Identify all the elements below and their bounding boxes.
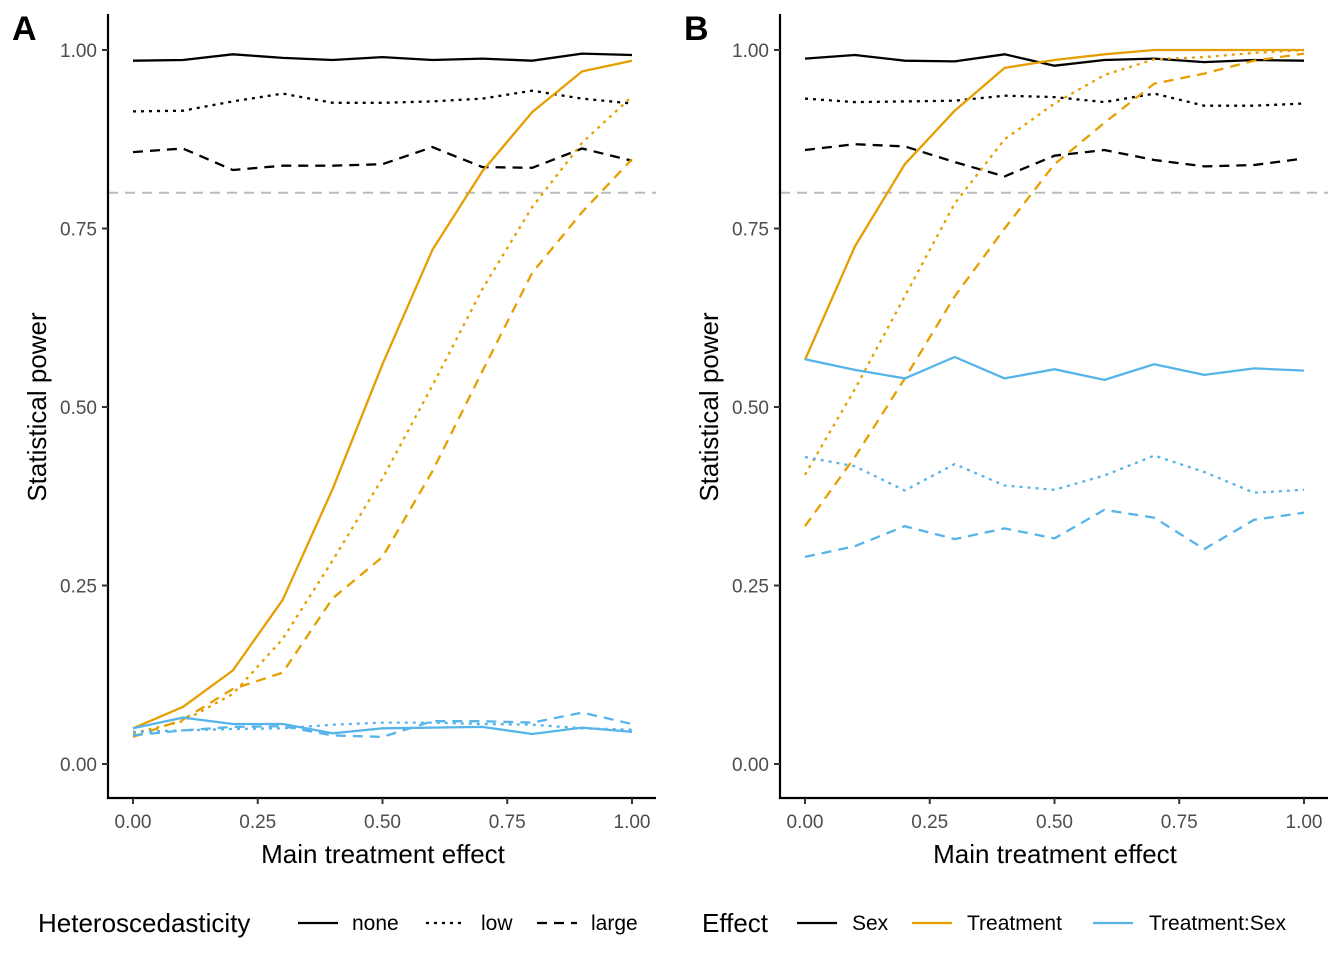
effect-legend-title: Effect (702, 908, 769, 938)
panel-b-series-treatment-none (803, 48, 1304, 361)
panel-a-x-tick-label: 0.25 (239, 812, 276, 833)
legend-label-none: none (352, 912, 399, 935)
panel-a-series-treatment-low (132, 95, 633, 735)
panel-b-x-tick-label: 0.75 (1161, 812, 1198, 833)
panel-a-y-tick-label: 0.50 (60, 398, 97, 419)
panel-b-tag: B (684, 10, 709, 48)
legend-label-treatment: Treatment (967, 912, 1062, 935)
panel-a-x-tick-label: 0.75 (489, 812, 526, 833)
panel-a-series-sex-low (132, 89, 633, 113)
legend-label-treatment-sex: Treatment:Sex (1149, 912, 1286, 935)
panel-a-y-tick-label: 1.00 (60, 41, 97, 62)
panel-b-series-sex-low (804, 92, 1305, 107)
panel-b-series-treatment-large (804, 52, 1305, 527)
panel-a-y-axis-title: Statistical power (22, 312, 52, 502)
panel-b-series-treatment-low (804, 48, 1305, 476)
panel-b-x-tick-label: 1.00 (1286, 812, 1323, 833)
panel-b-y-axis-title: Statistical power (694, 312, 724, 502)
panel-a-tag: A (12, 10, 37, 48)
legend-label-low: low (481, 912, 513, 935)
panel-a-y-tick-label: 0.25 (60, 577, 97, 598)
panel-b-y-tick-label: 0.00 (732, 755, 769, 776)
panel-a-plot-area: 0.00 0.25 0.50 0.75 1.00 0.00 0.25 0.50 0.75 1.00 (60, 14, 656, 833)
heteroscedasticity-legend: Heteroscedasticity none low large (38, 908, 638, 938)
legend-label-large: large (591, 912, 638, 935)
panel-b-x-tick-label: 0.00 (787, 812, 824, 833)
panel-b-y-tick-label: 0.25 (732, 577, 769, 598)
panel-b-y-tick-label: 1.00 (732, 41, 769, 62)
effect-legend: Effect Sex Treatment Treatment:Sex (702, 908, 1286, 938)
panel-b-plot-area: 0.00 0.25 0.50 0.75 1.00 0.00 0.25 0.50 0.75 1.00 (732, 14, 1328, 833)
panel-a-series-treatment-sex-low (132, 721, 633, 734)
panel-b-series-treatment-sex-low (804, 454, 1305, 494)
panel-b-x-tick-label: 0.50 (1036, 812, 1073, 833)
panel-a-series-treatment-none (132, 59, 633, 730)
panel-b-series-treatment-sex-large (804, 508, 1305, 559)
panel-b-x-tick-label: 0.25 (911, 812, 948, 833)
panel-a-series-treatment-sex-large (132, 711, 633, 739)
panel-a-series-treatment-sex-none (132, 716, 633, 736)
panel-a-x-tick-label: 0.00 (115, 812, 152, 833)
panel-a-series-treatment-large (132, 158, 633, 738)
panel-b-series-sex-none (804, 53, 1305, 67)
panel-a-y-tick-label: 0.00 (60, 755, 97, 776)
panel-b-series-treatment-sex-none (804, 355, 1305, 382)
panel-b-y-tick-label: 0.50 (732, 398, 769, 419)
panel-a-x-tick-label: 0.50 (364, 812, 401, 833)
panel-a: A 0.00 0.25 0.50 0.75 1.00 0.00 0.25 0.50 0.75 1.… (12, 10, 656, 869)
legend-label-sex: Sex (852, 912, 889, 935)
panel-b-series-sex-large (804, 143, 1305, 178)
panel-a-x-axis-title: Main treatment effect (261, 839, 506, 869)
panel-a-y-tick-label: 0.75 (60, 220, 97, 241)
panel-b-y-tick-label: 0.75 (732, 220, 769, 241)
heteroscedasticity-legend-title: Heteroscedasticity (38, 908, 250, 938)
panel-a-x-tick-label: 1.00 (614, 812, 651, 833)
panel-b: B 0.00 0.25 0.50 0.75 1.00 0.00 0.25 0.50 0.75 1.… (684, 10, 1328, 869)
panel-a-series-sex-none (132, 52, 633, 62)
panel-b-x-axis-title: Main treatment effect (933, 839, 1178, 869)
panel-a-series-sex-large (132, 145, 633, 172)
